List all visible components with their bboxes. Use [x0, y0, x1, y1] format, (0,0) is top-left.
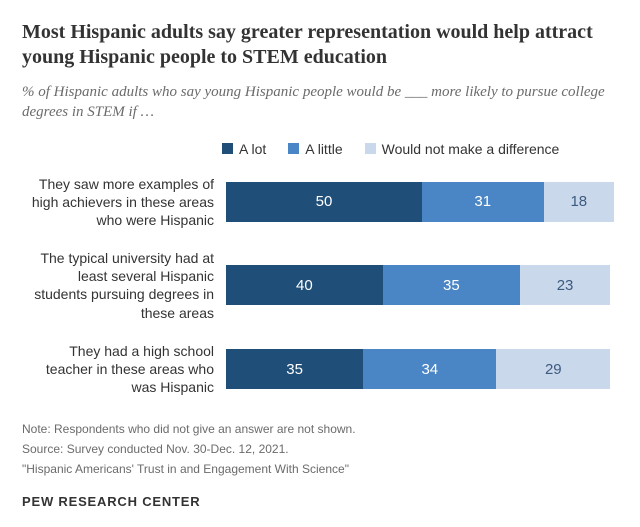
chart-subtitle: % of Hispanic adults who say young Hispa…: [22, 82, 618, 123]
legend-item: A little: [288, 141, 342, 157]
legend-label: Would not make a difference: [382, 141, 560, 157]
bar-segment: 40: [226, 265, 383, 305]
legend-label: A lot: [239, 141, 266, 157]
legend-item: A lot: [222, 141, 266, 157]
legend-swatch: [222, 143, 233, 154]
note-line: Source: Survey conducted Nov. 30-Dec. 12…: [22, 440, 618, 458]
notes-block: Note: Respondents who did not give an an…: [22, 420, 618, 478]
legend-swatch: [288, 143, 299, 154]
bar-segment: 23: [520, 265, 610, 305]
note-line: "Hispanic Americans' Trust in and Engage…: [22, 460, 618, 478]
bar-segment: 29: [496, 349, 610, 389]
note-line: Note: Respondents who did not give an an…: [22, 420, 618, 438]
legend-item: Would not make a difference: [365, 141, 560, 157]
chart-row: They had a high school teacher in these …: [22, 342, 618, 397]
row-label: They saw more examples of high achievers…: [22, 175, 218, 230]
legend: A lot A little Would not make a difference: [222, 141, 618, 157]
bar: 503118: [226, 182, 618, 222]
bar: 353429: [226, 349, 618, 389]
bar-segment: 31: [422, 182, 544, 222]
bar-segment: 18: [544, 182, 615, 222]
bar-segment: 34: [363, 349, 496, 389]
bar-segment: 50: [226, 182, 422, 222]
bar-segment: 35: [383, 265, 520, 305]
chart-row: The typical university had at least seve…: [22, 249, 618, 322]
bar-segment: 35: [226, 349, 363, 389]
chart-title: Most Hispanic adults say greater represe…: [22, 20, 618, 70]
bar: 403523: [226, 265, 618, 305]
chart-row: They saw more examples of high achievers…: [22, 175, 618, 230]
chart-rows: They saw more examples of high achievers…: [22, 175, 618, 397]
row-label: The typical university had at least seve…: [22, 249, 218, 322]
row-label: They had a high school teacher in these …: [22, 342, 218, 397]
legend-label: A little: [305, 141, 342, 157]
footer-attribution: PEW RESEARCH CENTER: [22, 494, 618, 509]
legend-swatch: [365, 143, 376, 154]
